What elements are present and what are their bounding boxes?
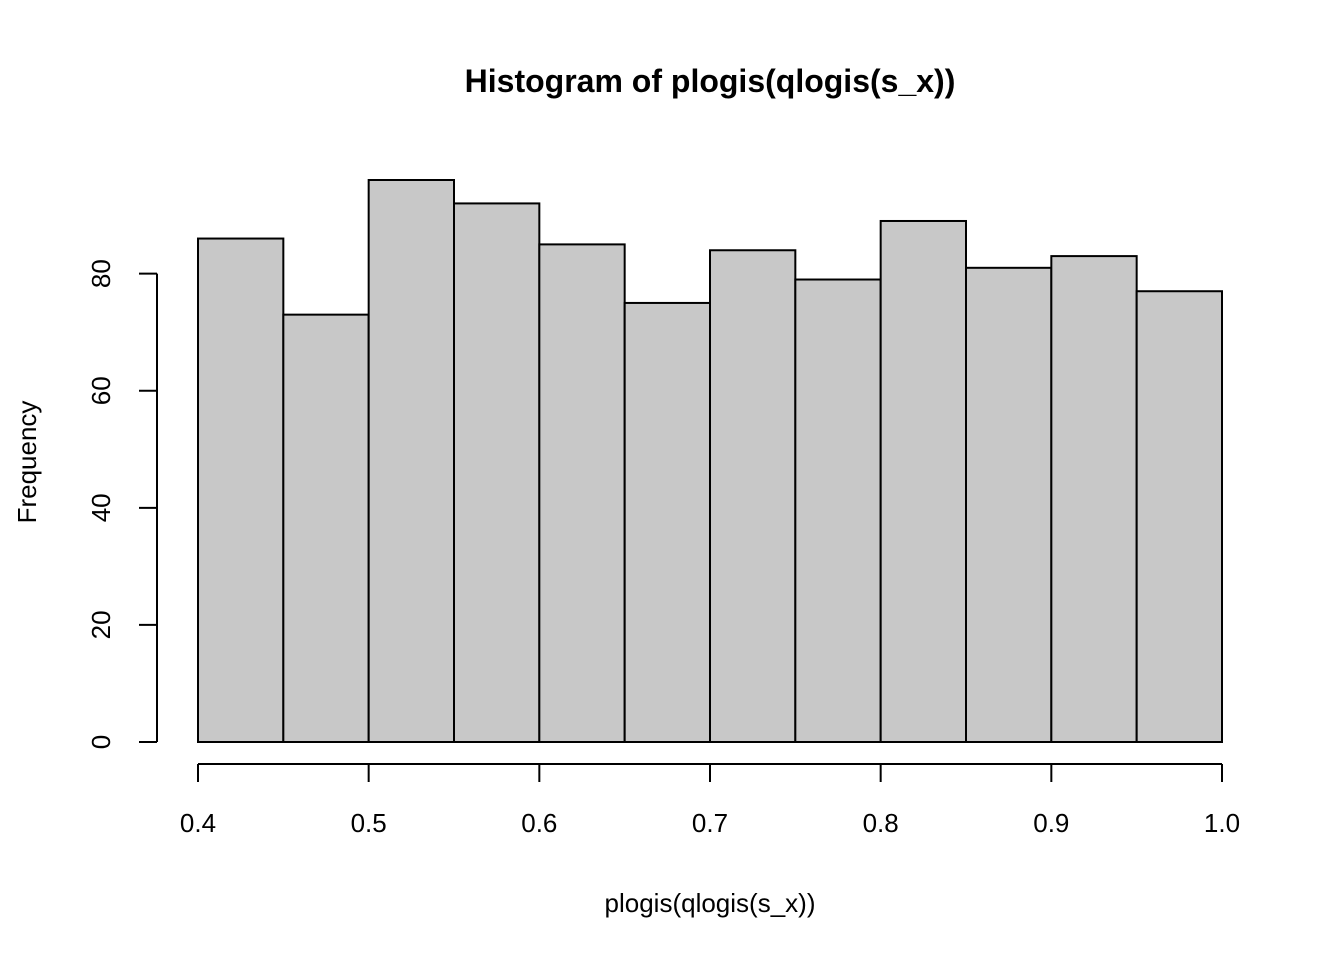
- histogram-bar-12: [1135, 290, 1223, 743]
- x-axis-label: plogis(qlogis(s_x)): [605, 888, 816, 918]
- x-axis-ticks: 0.4 0.5 0.6 0.7 0.8 0.9 1.0: [180, 764, 1240, 838]
- x-tick-label: 0.4: [180, 808, 216, 838]
- histogram-bar-4: [453, 202, 541, 743]
- y-tick-label: 60: [86, 376, 116, 405]
- y-tick-label: 0: [86, 735, 116, 749]
- x-tick-label: 1.0: [1204, 808, 1240, 838]
- chart-title: Histogram of plogis(qlogis(s_x)): [465, 63, 956, 99]
- histogram-bar-8: [794, 278, 882, 743]
- histogram-bar-6: [623, 301, 712, 743]
- histogram-bar-11: [1050, 255, 1138, 743]
- x-axis: 0.4 0.5 0.6 0.7 0.8 0.9 1.0: [180, 763, 1240, 838]
- y-axis-label: Frequency: [12, 401, 42, 524]
- histogram-bar-9: [879, 219, 968, 743]
- x-tick-label: 0.6: [521, 808, 557, 838]
- histogram-bar-2: [282, 313, 370, 743]
- histogram-bar-7: [709, 249, 797, 743]
- y-axis: 0 20 40 60 80: [86, 259, 158, 749]
- y-tick-label: 80: [86, 259, 116, 288]
- x-tick-label: 0.5: [351, 808, 387, 838]
- histogram-bar-10: [965, 266, 1053, 743]
- histogram-bar-3: [367, 179, 455, 743]
- y-tick-label: 40: [86, 493, 116, 522]
- histogram-bar-1: [197, 237, 285, 744]
- y-tick-label: 20: [86, 610, 116, 639]
- x-tick-label: 0.9: [1033, 808, 1069, 838]
- y-axis-ticks: 0 20 40 60 80: [86, 259, 157, 749]
- x-tick-label: 0.8: [863, 808, 899, 838]
- histogram-bar-5: [538, 243, 626, 743]
- x-tick-label: 0.7: [692, 808, 728, 838]
- histogram-bars: [197, 179, 1223, 744]
